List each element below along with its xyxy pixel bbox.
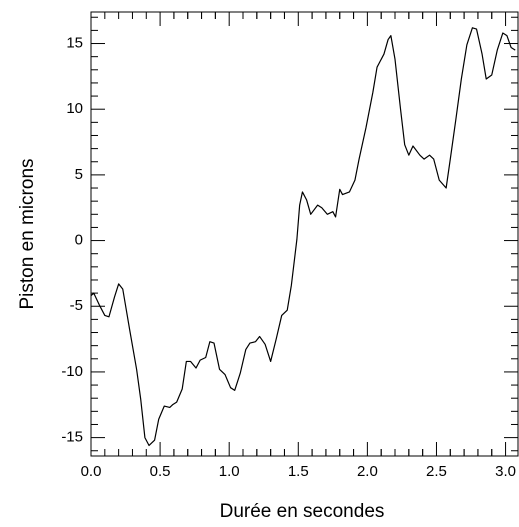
- x-tick-label: 2.0: [357, 463, 378, 480]
- x-tick-label: 0.0: [81, 463, 102, 480]
- x-tick-label: 0.5: [150, 463, 171, 480]
- x-tick-label: 1.5: [288, 463, 309, 480]
- y-tick-label: 5: [75, 166, 83, 183]
- plot-frame: [90, 11, 519, 457]
- x-tick-label: 2.5: [426, 463, 447, 480]
- x-tick-label: 1.0: [219, 463, 240, 480]
- y-tick-label: 0: [75, 232, 83, 249]
- y-tick-label: -10: [61, 363, 83, 380]
- y-axis-title: Piston en microns: [17, 158, 38, 309]
- y-tick-label: -5: [70, 297, 83, 314]
- x-axis-title: Durée en secondes: [220, 501, 385, 522]
- data-line: [90, 27, 516, 447]
- y-tick-label: 15: [66, 34, 83, 51]
- y-tick-label: 10: [66, 100, 83, 117]
- x-tick-label: 3.0: [495, 463, 516, 480]
- y-tick-label: -15: [61, 429, 83, 446]
